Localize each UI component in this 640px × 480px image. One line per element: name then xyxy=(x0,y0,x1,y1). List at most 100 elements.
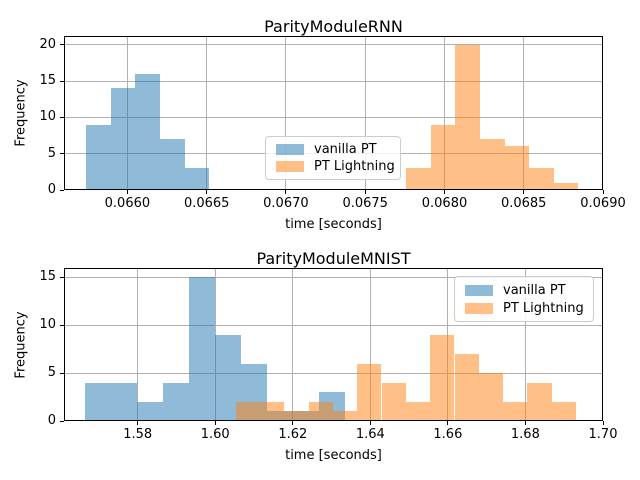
hist-bar-pt-lightning xyxy=(284,411,309,421)
gridline xyxy=(64,44,603,46)
y-tick-label: 10 xyxy=(39,109,56,125)
x-tick-mark xyxy=(444,190,445,194)
legend-swatch xyxy=(276,144,304,155)
hist-bar-vanilla-pt xyxy=(188,277,215,421)
x-tick-label: 1.70 xyxy=(588,427,618,442)
axis-spine-top xyxy=(64,268,603,269)
x-tick-mark xyxy=(126,190,128,194)
hist-bar-pt-lightning xyxy=(527,382,552,421)
legend-entry: vanilla PT xyxy=(465,281,583,299)
hist-bar-pt-lightning xyxy=(381,382,406,421)
gridline xyxy=(523,36,525,190)
x-tick-mark xyxy=(206,190,208,194)
y-tick-mark xyxy=(60,276,64,278)
y-tick-label: 15 xyxy=(39,269,56,285)
x-tick-mark xyxy=(602,421,604,425)
hist-bar-pt-lightning xyxy=(308,401,333,421)
hist-bar-vanilla-pt xyxy=(135,73,160,190)
hist-bar-pt-lightning xyxy=(454,353,479,421)
gridline xyxy=(292,268,294,421)
gridline xyxy=(64,276,603,278)
hist-bar-pt-lightning xyxy=(430,334,455,421)
x-tick-mark xyxy=(447,421,449,425)
legend: vanilla PT PT Lightning xyxy=(265,136,401,180)
x-axis-label: time [seconds] xyxy=(285,448,382,463)
y-tick-mark xyxy=(60,189,64,191)
y-tick-label: 0 xyxy=(47,182,56,197)
x-tick-mark xyxy=(602,190,604,194)
hist-bar-pt-lightning xyxy=(503,401,528,421)
legend: vanilla PT PT Lightning xyxy=(454,276,594,322)
hist-bar-pt-lightning xyxy=(406,168,431,190)
gridline xyxy=(64,372,603,374)
y-tick-label: 5 xyxy=(47,365,56,381)
gridline xyxy=(64,116,603,118)
gridline xyxy=(206,36,208,190)
hist-bar-pt-lightning xyxy=(260,401,285,421)
y-tick-label: 20 xyxy=(39,36,56,52)
x-tick-mark xyxy=(292,421,294,425)
x-tick-label: 0.0690 xyxy=(580,196,626,211)
y-tick-mark xyxy=(60,324,64,326)
gridline xyxy=(64,324,603,326)
x-tick-label: 0.0685 xyxy=(500,196,547,211)
hist-bar-pt-lightning xyxy=(405,401,431,421)
legend-swatch xyxy=(465,284,493,296)
hist-bar-vanilla-pt xyxy=(110,88,136,190)
hist-bar-vanilla-pt xyxy=(136,401,163,421)
axis-spine-top xyxy=(64,36,603,37)
x-tick-mark xyxy=(523,190,525,194)
y-tick-mark xyxy=(60,153,64,155)
axis-spine-right xyxy=(602,36,603,190)
x-tick-label: 0.0665 xyxy=(183,196,230,211)
x-tick-label: 1.66 xyxy=(433,427,463,442)
y-tick-mark xyxy=(60,80,64,82)
gridline xyxy=(369,268,371,421)
axis-spine-left xyxy=(64,36,65,190)
chart-title: ParityModuleMNIST xyxy=(256,249,411,268)
y-tick-mark xyxy=(60,372,64,374)
plot-area xyxy=(64,36,603,190)
y-tick-mark xyxy=(60,116,64,118)
x-tick-mark xyxy=(364,190,366,194)
gridline xyxy=(137,268,139,421)
x-tick-label: 1.58 xyxy=(123,427,153,442)
x-tick-label: 0.0680 xyxy=(421,196,468,211)
hist-bar-pt-lightning xyxy=(480,139,505,190)
hist-bar-vanilla-pt xyxy=(160,139,185,190)
axis-spine-bottom xyxy=(64,189,603,190)
y-tick-label: 0 xyxy=(47,413,56,428)
gridline xyxy=(285,36,287,190)
hist-bar-vanilla-pt xyxy=(162,382,189,421)
hist-bar-pt-lightning xyxy=(529,168,554,190)
chart-title: ParityModuleRNN xyxy=(264,17,403,36)
x-tick-mark xyxy=(214,421,216,425)
hist-bar-pt-lightning xyxy=(357,363,382,421)
legend-entry: PT Lightning xyxy=(465,299,584,317)
x-tick-mark xyxy=(285,190,287,194)
hist-bar-vanilla-pt xyxy=(110,382,137,421)
gridline xyxy=(364,36,366,190)
legend-label: PT Lightning xyxy=(503,300,584,316)
hist-bar-vanilla-pt xyxy=(84,382,111,421)
hist-bar-pt-lightning xyxy=(455,44,480,190)
hist-bar-pt-lightning xyxy=(553,182,579,190)
axis-spine-right xyxy=(602,268,603,421)
legend-label: PT Lightning xyxy=(314,159,395,174)
hist-bar-pt-lightning xyxy=(504,146,530,190)
y-tick-mark xyxy=(60,420,64,422)
x-tick-label: 0.0660 xyxy=(104,196,151,211)
hist-bar-vanilla-pt xyxy=(85,124,111,190)
axis-spine-left xyxy=(64,268,65,421)
legend-label: vanilla PT xyxy=(314,142,377,157)
x-axis-label: time [seconds] xyxy=(285,217,382,232)
x-tick-mark xyxy=(369,421,371,425)
hist-bar-pt-lightning xyxy=(332,411,358,421)
hist-bar-pt-lightning xyxy=(235,401,260,421)
y-tick-label: 5 xyxy=(47,145,56,161)
hist-bar-pt-lightning xyxy=(430,124,456,190)
x-tick-label: 1.68 xyxy=(510,427,540,442)
y-tick-mark xyxy=(60,44,64,46)
axis-spine-bottom xyxy=(64,420,603,421)
